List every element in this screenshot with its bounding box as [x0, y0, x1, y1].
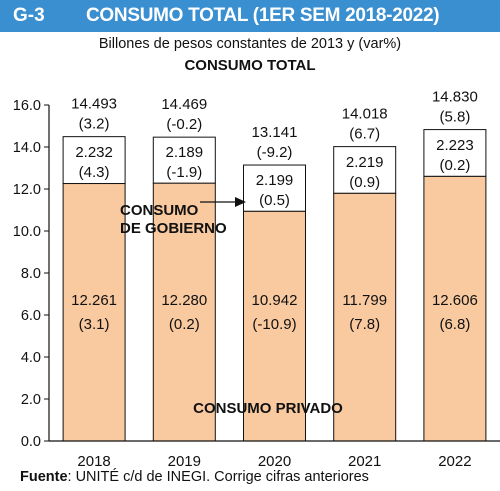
chart-title: CONSUMO TOTAL [184, 57, 316, 74]
private-value-label: 11.799 [342, 292, 387, 309]
private-var-label: (7.8) [349, 316, 380, 333]
annotation-government-line1: CONSUMO [120, 202, 199, 219]
y-tick-label: 14.0 [13, 140, 41, 156]
government-value-label: 2.223 [436, 137, 474, 154]
bar-government-2020 [243, 164, 306, 212]
source-note: Fuente: UNITÉ c/d de INEGI. Corrige cifr… [20, 469, 369, 485]
bar-private-2018 [62, 183, 126, 442]
total-value-label: 14.493 [71, 96, 117, 113]
government-value-label: 2.232 [75, 144, 113, 161]
figure-title: CONSUMO TOTAL (1ER SEM 2018-2022) [86, 5, 440, 26]
private-value-label: 12.261 [71, 292, 117, 309]
y-tick-label: 2.0 [21, 392, 41, 408]
total-var-label: (6.7) [349, 126, 380, 143]
y-tick-label: 16.0 [13, 98, 41, 114]
x-tick-label: 2018 [77, 453, 110, 470]
total-var-label: (-9.2) [257, 144, 293, 161]
bar-private-2021 [333, 192, 397, 442]
y-tick-label: 4.0 [21, 350, 41, 366]
annotation-private: CONSUMO PRIVADO [193, 400, 343, 417]
figure-number: G-3 [13, 5, 45, 26]
source-text: : UNITÉ c/d de INEGI. Corrige cifras ant… [67, 469, 369, 485]
y-tick-label: 12.0 [13, 182, 41, 198]
x-tick-label: 2022 [438, 453, 471, 470]
government-var-label: (4.3) [79, 164, 110, 181]
annotation-arrow-head [235, 197, 246, 207]
government-var-label: (0.5) [259, 192, 290, 209]
government-var-label: (0.2) [439, 157, 470, 174]
total-value-label: 14.830 [432, 89, 478, 106]
x-tick-label: 2020 [258, 453, 291, 470]
total-value-label: 13.141 [252, 124, 298, 141]
total-var-label: (5.8) [439, 109, 470, 126]
government-value-label: 2.199 [256, 172, 294, 189]
private-var-label: (6.8) [439, 316, 470, 333]
bar-government-2021 [333, 146, 397, 194]
bar-government-2019 [152, 136, 216, 184]
total-var-label: (3.2) [79, 116, 110, 133]
private-value-label: 10.942 [252, 292, 298, 309]
private-var-label: (3.1) [79, 316, 110, 333]
total-value-label: 14.018 [342, 106, 388, 123]
private-value-label: 12.280 [161, 292, 207, 309]
total-value-label: 14.469 [161, 96, 207, 113]
header-bar: G-3 CONSUMO TOTAL (1ER SEM 2018-2022) [0, 0, 500, 32]
bar-private-2022 [423, 175, 487, 442]
government-var-label: (0.9) [349, 174, 380, 191]
x-tick-label: 2021 [348, 453, 381, 470]
annotation-government-line2: DE GOBIERNO [120, 220, 227, 237]
bar-government-2018 [62, 136, 126, 185]
private-var-label: (-10.9) [252, 316, 296, 333]
y-tick-label: 10.0 [13, 224, 41, 240]
total-var-label: (-0.2) [166, 116, 202, 133]
y-tick-label: 6.0 [21, 308, 41, 324]
chart-subtitle: Billones de pesos constantes de 2013 y (… [98, 36, 402, 52]
government-value-label: 2.219 [346, 154, 384, 171]
x-tick-label: 2019 [168, 453, 201, 470]
source-label: Fuente [20, 469, 68, 485]
government-value-label: 2.189 [166, 144, 204, 161]
y-tick-label: 0.0 [21, 434, 41, 450]
government-var-label: (-1.9) [166, 164, 202, 181]
bar-government-2022 [423, 129, 487, 177]
bar-private-2019 [152, 182, 216, 442]
y-tick-label: 8.0 [21, 266, 41, 282]
private-value-label: 12.606 [432, 292, 478, 309]
private-var-label: (0.2) [169, 316, 200, 333]
